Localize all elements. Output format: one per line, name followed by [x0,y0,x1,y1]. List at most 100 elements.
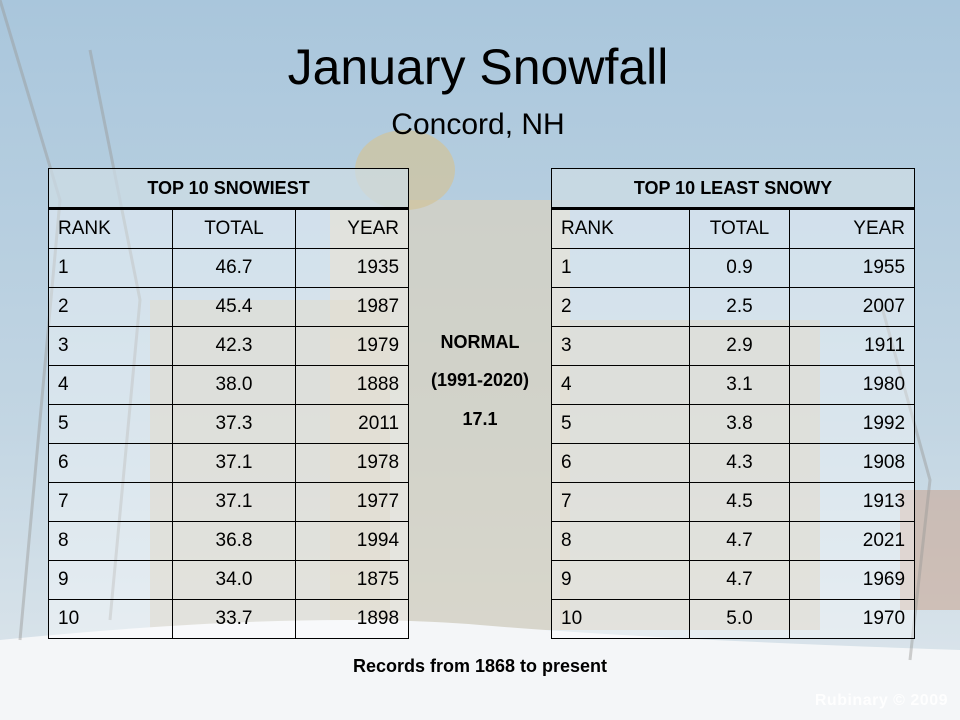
table-cell: 1979 [294,326,410,366]
table-cell: 1980 [788,365,916,405]
table-row: 3 2.9 1911 [551,326,916,366]
snowiest-table: TOP 10 SNOWIEST RANK TOTAL YEAR 1 46.7 1935 2 45… [47,168,410,639]
table-cell: 8 [551,521,690,561]
table-cell: 5 [48,404,173,444]
table-cell: 2 [551,287,690,327]
table-cell: 38.0 [172,365,296,405]
table-cell: 7 [48,482,173,522]
table-row: 1 0.9 1955 [551,248,916,288]
table-row: 8 4.7 2021 [551,521,916,561]
table-cell: 8 [48,521,173,561]
normal-label: NORMAL [440,332,520,352]
table-row: 5 3.8 1992 [551,404,916,444]
table-row: 2 2.5 2007 [551,287,916,327]
table-cell: 9 [551,560,690,600]
table-cell: 37.3 [172,404,296,444]
table-cell: 4 [48,365,173,405]
table-cell: 2011 [294,404,410,444]
table-row: 10 5.0 1970 [551,599,916,639]
table-cell: 1935 [294,248,410,288]
column-header: RANK [48,208,173,249]
normal-period: (1991-2020) [430,370,530,390]
table-cell: 3.1 [689,365,790,405]
table-cell: 1888 [294,365,410,405]
table-cell: 1908 [788,443,916,483]
table-cell: 37.1 [172,443,296,483]
header-row: TOP 10 LEAST SNOWY [550,168,916,210]
table-cell: 37.1 [172,482,296,522]
table-cell: 1970 [788,599,916,639]
table-row: 6 37.1 1978 [48,443,410,483]
column-header: RANK [551,208,690,249]
table-cell: 5.0 [689,599,790,639]
table-row: 10 33.7 1898 [48,599,410,639]
table-cell: 2.9 [689,326,790,366]
table-cell: 33.7 [172,599,296,639]
normal-value: 17.1 [462,409,498,429]
table-cell: 1977 [294,482,410,522]
column-header: YEAR [788,208,916,249]
table-cell: 0.9 [689,248,790,288]
table-cell: 7 [551,482,690,522]
table-row: 7 37.1 1977 [48,482,410,522]
table-cell: 46.7 [172,248,296,288]
table-cell: 1913 [788,482,916,522]
table-cell: 2.5 [689,287,790,327]
table-cell: 2007 [788,287,916,327]
column-header: YEAR [294,208,410,249]
table-row: 3 42.3 1979 [48,326,410,366]
table-cell: 6 [551,443,690,483]
table-cell: 1955 [788,248,916,288]
table-cell: 4.3 [689,443,790,483]
table-title: TOP 10 SNOWIEST [47,168,410,210]
column-header: TOTAL [172,208,296,249]
table-cell: 1 [48,248,173,288]
column-row: RANK TOTAL YEAR [48,208,410,249]
watermark: Rubinary © 2009 [814,692,948,709]
table-cell: 4.5 [689,482,790,522]
table-cell: 2021 [788,521,916,561]
column-header: TOTAL [689,208,790,249]
table-cell: 1978 [294,443,410,483]
table-row: 7 4.5 1913 [551,482,916,522]
table-cell: 10 [551,599,690,639]
table-row: 8 36.8 1994 [48,521,410,561]
table-row: 2 45.4 1987 [48,287,410,327]
table-cell: 3 [48,326,173,366]
table-cell: 42.3 [172,326,296,366]
table-row: 4 3.1 1980 [551,365,916,405]
title: January Snowfall [287,39,669,95]
table-cell: 1969 [788,560,916,600]
table-row: 1 46.7 1935 [48,248,410,288]
table-row: 9 4.7 1969 [551,560,916,600]
table-row: 6 4.3 1908 [551,443,916,483]
table-cell: 2 [48,287,173,327]
table-cell: 1987 [294,287,410,327]
subtitle: Concord, NH [391,108,565,141]
table-cell: 3 [551,326,690,366]
table-cell: 10 [48,599,173,639]
least-snowy-table: TOP 10 LEAST SNOWY RANK TOTAL YEAR 1 0.9 1955 2… [550,168,916,639]
table-row: 4 38.0 1888 [48,365,410,405]
table-cell: 34.0 [172,560,296,600]
table-cell: 5 [551,404,690,444]
table-row: 9 34.0 1875 [48,560,410,600]
table-cell: 1875 [294,560,410,600]
table-cell: 1992 [788,404,916,444]
table-cell: 4 [551,365,690,405]
column-row: RANK TOTAL YEAR [551,208,916,249]
table-cell: 36.8 [172,521,296,561]
table-cell: 1994 [294,521,410,561]
table-cell: 4.7 [689,521,790,561]
table-cell: 1 [551,248,690,288]
table-cell: 45.4 [172,287,296,327]
header-row: TOP 10 SNOWIEST [47,168,410,210]
table-cell: 1911 [788,326,916,366]
table-cell: 4.7 [689,560,790,600]
table-cell: 9 [48,560,173,600]
table-cell: 3.8 [689,404,790,444]
table-cell: 6 [48,443,173,483]
table-title: TOP 10 LEAST SNOWY [550,168,916,210]
table-row: 5 37.3 2011 [48,404,410,444]
